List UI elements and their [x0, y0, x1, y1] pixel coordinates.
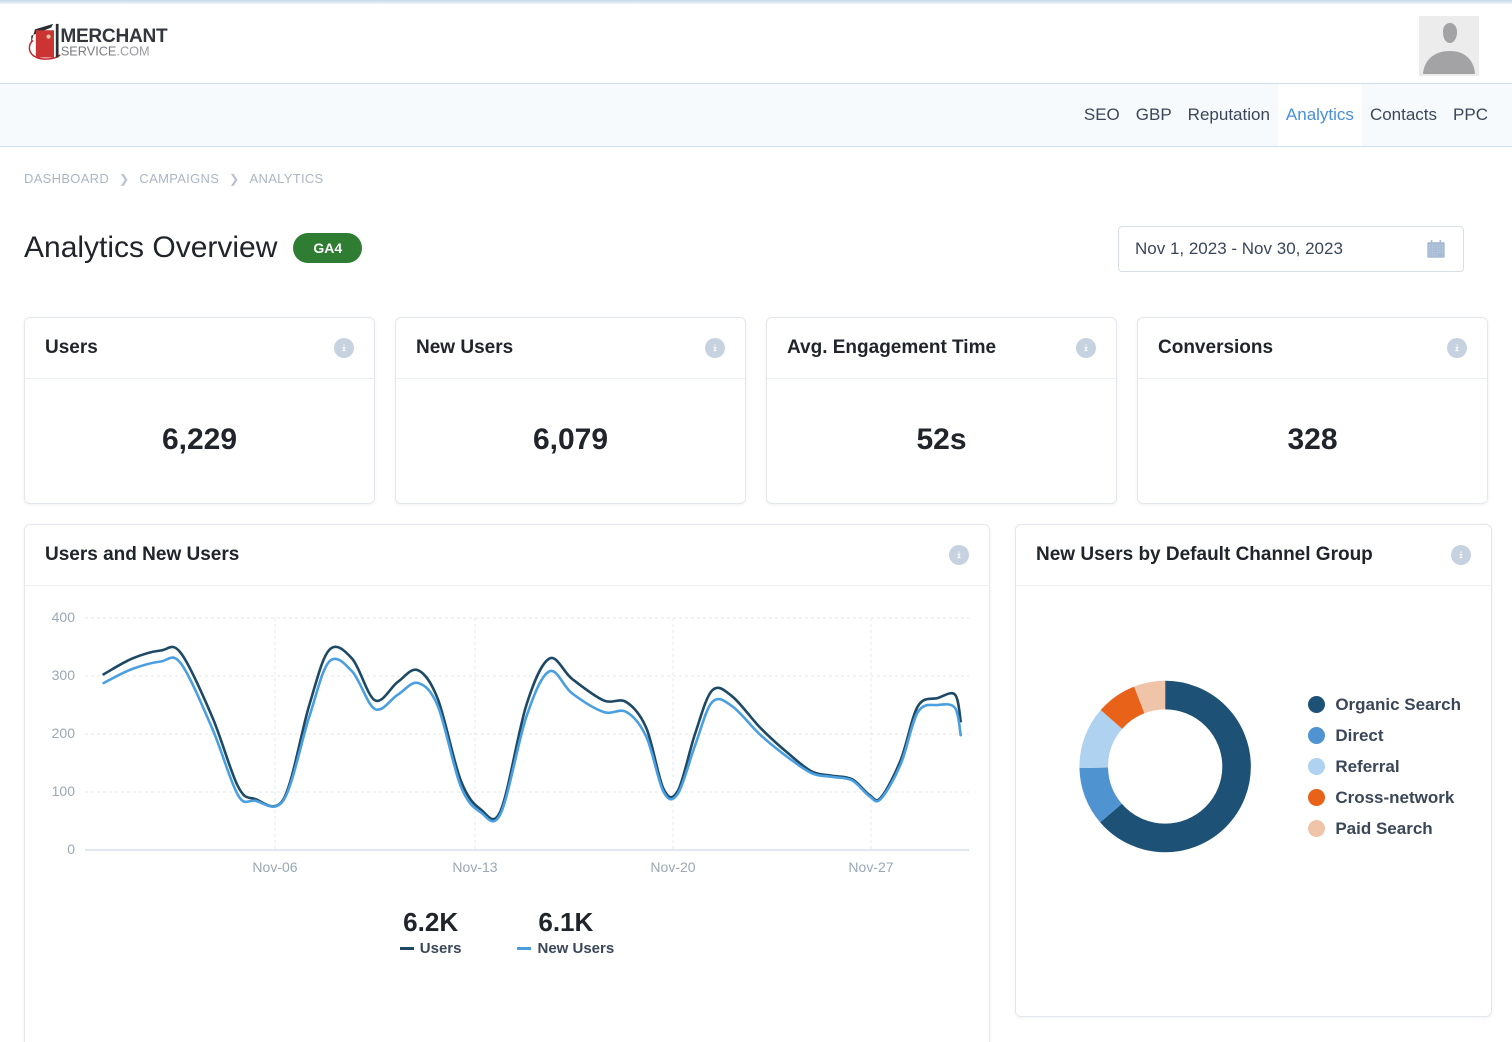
svg-text:300: 300 — [52, 667, 76, 683]
svg-text:200: 200 — [52, 725, 76, 741]
svg-text:Nov-06: Nov-06 — [252, 859, 297, 875]
svg-text:100: 100 — [52, 783, 76, 799]
svg-text:400: 400 — [52, 609, 76, 625]
svg-text:0: 0 — [67, 841, 75, 857]
svg-text:Nov-27: Nov-27 — [848, 859, 893, 875]
svg-text:SERVICE.COM: SERVICE.COM — [61, 44, 150, 59]
svg-text:Nov-20: Nov-20 — [650, 859, 695, 875]
svg-text:Nov-13: Nov-13 — [452, 859, 497, 875]
